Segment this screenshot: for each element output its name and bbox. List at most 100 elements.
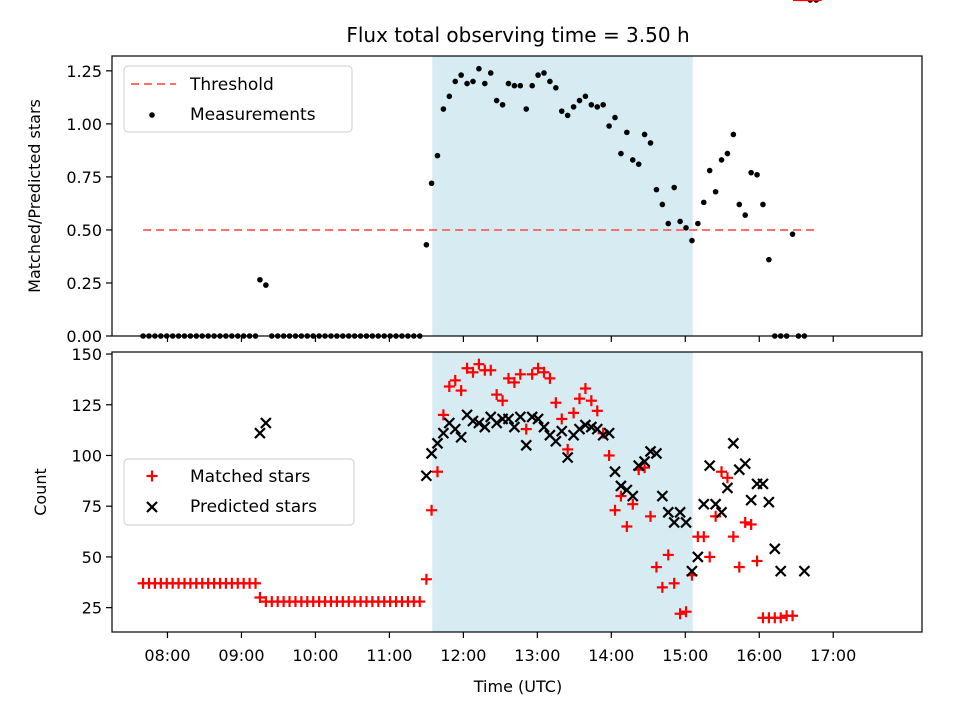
matched-star-point [455, 385, 467, 397]
measurement-point [553, 85, 559, 91]
measurement-point [493, 97, 500, 104]
measurement-point [446, 93, 453, 100]
bottom-axes-frame [111, 351, 923, 633]
legend-measurements-swatch [149, 112, 155, 118]
predicted-star-point [532, 413, 544, 425]
measurement-point [736, 201, 743, 208]
measurement-point [547, 78, 553, 85]
legend-measurements-label: Measurements [190, 105, 316, 125]
predicted-star-point [715, 506, 728, 519]
x-tick-label: 08:00 [144, 646, 190, 665]
matched-star-point [461, 362, 473, 374]
measurement-point [671, 184, 677, 191]
measurement-point [689, 237, 695, 244]
predicted-star-point [455, 431, 467, 443]
top-y-tick-label: 1.25 [66, 62, 102, 81]
measurement-point [742, 212, 749, 218]
predicted-star-point [615, 480, 627, 492]
matched-star-point [716, 466, 728, 478]
predicted-star-point [727, 437, 740, 450]
bottom-observing-window [432, 352, 693, 632]
x-tick-label: 13:00 [514, 646, 560, 665]
predicted-star-point [260, 417, 272, 429]
measurement-point [612, 114, 618, 121]
legend-threshold-label: Threshold [189, 75, 274, 95]
predicted-star-point [739, 457, 751, 470]
measurement-point [718, 157, 725, 163]
predicted-star-point [745, 494, 757, 506]
matched-star-point [254, 592, 266, 604]
matched-star-point [775, 612, 787, 624]
matched-star-point [668, 577, 680, 589]
bottom-panel: 08:00 09:00 10:00 11:00 12:00 13:00 14:00 15:00… [31, 0, 923, 696]
predicted-star-point [449, 423, 462, 435]
predicted-star-point [502, 413, 515, 425]
matched-star-point [597, 427, 609, 439]
predicted-star-point [603, 427, 615, 439]
predicted-star-point [520, 439, 533, 452]
matched-star-point [514, 368, 526, 380]
measurement-point [511, 82, 518, 89]
top-legend-box [123, 65, 353, 133]
measurement-point [624, 129, 630, 136]
predicted-star-point [668, 516, 680, 529]
top-axes-frame [111, 55, 923, 337]
predicted-star-point [514, 411, 527, 423]
matched-star-point [250, 577, 262, 589]
measurement-point [700, 199, 707, 206]
predicted-star-point [721, 482, 734, 494]
bottom-y-axis-label: Count [31, 468, 50, 516]
matched-star-point [710, 510, 722, 522]
bottom-y-tick-label: 25 [82, 599, 102, 618]
top-axis-ticks: 0.00 0.25 0.50 0.75 1.00 1.25 [66, 62, 834, 346]
measurement-point [535, 72, 541, 78]
matched-star-point [491, 389, 503, 401]
measurement-point [570, 104, 577, 110]
measurement-point [482, 80, 488, 87]
matched-star-point [431, 466, 443, 478]
matched-star-point [562, 443, 574, 455]
legend-predicted-label: Predicted stars [190, 497, 317, 517]
bottom-legend: Matched stars Predicted stars [123, 458, 355, 526]
predicted-star-point [763, 496, 775, 508]
measurement-point [594, 104, 601, 110]
matched-star-point [627, 498, 639, 510]
matched-star-point [656, 581, 668, 593]
measurement-point [635, 161, 642, 167]
predicted-star-point [638, 455, 651, 468]
matched-star-point [502, 372, 514, 384]
bottom-y-tick-label: 150 [71, 345, 102, 364]
x-tick-label: 17:00 [810, 646, 856, 665]
matched-star-point [526, 368, 538, 380]
measurement-point [789, 231, 796, 237]
predicted-star-point [632, 459, 645, 472]
bottom-y-tick-label: 50 [82, 548, 102, 567]
legend-predicted-marker [146, 501, 158, 513]
predicted-star-point [609, 465, 621, 478]
bottom-y-tick-label: 125 [71, 396, 102, 415]
measurement-point [487, 70, 494, 76]
matched-star-point [787, 610, 799, 622]
matched-star-point [538, 366, 550, 378]
measurement-point [452, 78, 459, 85]
legend-predicted-swatch [146, 501, 158, 513]
chart-title: Flux total observing time = 3.50 h [346, 23, 689, 47]
measurement-point [476, 65, 482, 72]
predicted-star-point [626, 490, 639, 502]
top-y-tick-label: 0.25 [66, 274, 102, 293]
measurement-point [712, 188, 719, 195]
matched-star-point [443, 380, 455, 392]
legend-matched-swatch [146, 470, 158, 482]
measurement-point [653, 186, 660, 193]
x-tick-label: 14:00 [588, 646, 634, 665]
matched-star-point [603, 449, 615, 461]
measurement-point [683, 225, 689, 231]
bottom-highlight-span [432, 352, 693, 632]
measurement-point [629, 157, 636, 163]
top-highlight-span [432, 56, 693, 336]
predicted-star-point [420, 469, 433, 482]
matched-star-point [745, 518, 757, 530]
predicted-star-point [698, 498, 710, 510]
predicted-star-point [709, 498, 722, 510]
